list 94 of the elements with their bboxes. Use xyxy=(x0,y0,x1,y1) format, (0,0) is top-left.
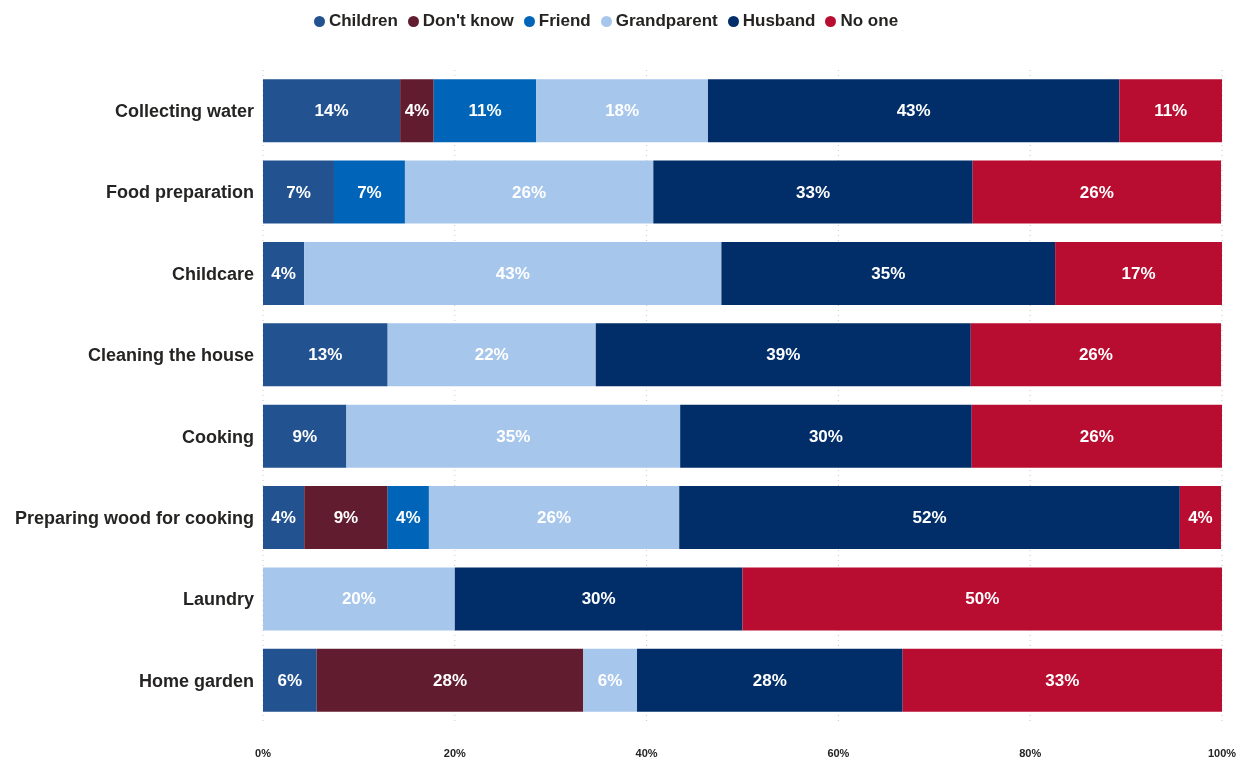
legend-label: Friend xyxy=(538,11,591,30)
data-label: 6% xyxy=(597,670,623,690)
legend-label: Husband xyxy=(742,11,816,30)
data-label: 7% xyxy=(286,182,311,202)
legend-label: No one xyxy=(840,11,899,30)
bar xyxy=(972,160,1222,224)
legend-label: Grandparent xyxy=(615,11,718,30)
bar xyxy=(433,79,537,143)
data-label: 26% xyxy=(1078,345,1113,365)
x-tick-label: 80% xyxy=(1019,746,1042,759)
data-label: 18% xyxy=(605,101,640,121)
data-label: 4% xyxy=(396,508,421,528)
bar xyxy=(304,241,722,305)
bar xyxy=(637,648,903,712)
data-label: 13% xyxy=(308,345,343,365)
bar xyxy=(304,486,388,550)
y-tick-label: Laundry xyxy=(182,589,254,610)
bar xyxy=(680,404,972,468)
data-label: 11% xyxy=(1154,101,1188,121)
data-label: 28% xyxy=(432,670,468,690)
data-label: 35% xyxy=(871,263,906,283)
data-label: 4% xyxy=(271,263,296,283)
x-tick-label: 40% xyxy=(635,746,658,759)
y-tick-label: Childcare xyxy=(171,263,254,284)
x-tick-label: 100% xyxy=(1207,746,1237,759)
bar xyxy=(970,323,1222,387)
data-label: 17% xyxy=(1121,263,1156,283)
data-label: 26% xyxy=(1079,182,1114,202)
y-tick-label: Preparing wood for cooking xyxy=(14,507,254,528)
bar xyxy=(536,79,708,143)
data-label: 33% xyxy=(1045,670,1080,690)
data-label: 35% xyxy=(496,426,531,446)
data-label: 22% xyxy=(474,345,509,365)
bar xyxy=(1055,241,1222,305)
bar xyxy=(263,241,305,305)
bar xyxy=(387,323,596,387)
data-label: 26% xyxy=(1079,426,1114,446)
bar xyxy=(902,648,1222,712)
data-label: 11% xyxy=(468,101,502,121)
y-tick-label: Cooking xyxy=(182,426,254,447)
x-tick-label: 0% xyxy=(255,746,272,759)
bar xyxy=(316,648,584,712)
bar xyxy=(1179,486,1222,550)
data-label: 50% xyxy=(965,589,1000,609)
bar xyxy=(595,323,971,387)
bar xyxy=(263,160,334,224)
bar xyxy=(971,404,1222,468)
x-tick-label: 20% xyxy=(443,746,467,759)
bar xyxy=(742,567,1222,631)
y-tick-label: Food preparation xyxy=(106,182,254,203)
data-label: 6% xyxy=(277,670,303,690)
bar xyxy=(679,486,1180,550)
data-label: 33% xyxy=(795,182,830,202)
bar xyxy=(404,160,654,224)
bar xyxy=(263,567,455,631)
bar xyxy=(387,486,429,550)
data-label: 26% xyxy=(537,508,572,528)
bar xyxy=(263,404,347,468)
data-label: 52% xyxy=(912,508,947,528)
data-label: 4% xyxy=(404,101,430,121)
bar xyxy=(346,404,681,468)
y-tick-label: Collecting water xyxy=(114,101,254,122)
data-label: 43% xyxy=(896,101,931,121)
legend-label: Children xyxy=(328,11,398,30)
bar xyxy=(707,79,1120,143)
bar xyxy=(1119,79,1222,143)
bar xyxy=(454,567,743,631)
data-label: 39% xyxy=(766,345,801,365)
bar xyxy=(583,648,638,712)
bar xyxy=(721,241,1056,305)
data-label: 9% xyxy=(292,426,318,446)
legend-label: Don't know xyxy=(422,11,514,30)
data-label: 26% xyxy=(512,182,547,202)
data-label: 14% xyxy=(314,101,349,121)
bar xyxy=(263,486,305,550)
bar xyxy=(428,486,680,550)
y-tick-label: Home garden xyxy=(138,670,254,691)
bar xyxy=(263,79,401,143)
bar xyxy=(333,160,405,224)
data-label: 30% xyxy=(808,426,843,446)
data-label: 7% xyxy=(357,182,382,202)
x-tick-label: 60% xyxy=(827,746,850,759)
data-label: 20% xyxy=(341,589,376,609)
data-label: 4% xyxy=(271,508,296,528)
data-label: 30% xyxy=(581,589,616,609)
data-label: 43% xyxy=(495,263,530,283)
bar xyxy=(263,648,317,712)
bar xyxy=(653,160,973,224)
data-label: 9% xyxy=(333,508,359,528)
bar xyxy=(400,79,434,143)
y-tick-label: Cleaning the house xyxy=(87,345,254,366)
data-label: 4% xyxy=(1188,508,1213,528)
data-label: 28% xyxy=(752,670,787,690)
bar xyxy=(263,323,388,387)
